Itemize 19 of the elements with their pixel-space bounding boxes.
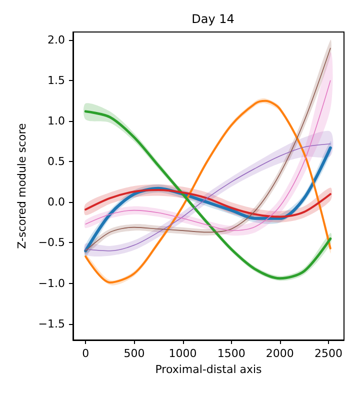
- x-tick-label: 2500: [314, 347, 342, 360]
- chart-title: Day 14: [192, 12, 234, 26]
- y-tick-label: 2.0: [48, 34, 65, 47]
- y-tick-label: 0.0: [48, 196, 65, 209]
- y-tick-label: 0.5: [48, 155, 65, 168]
- x-axis-title: Proximal-distal axis: [155, 362, 262, 376]
- y-tick-label: −1.0: [38, 276, 65, 290]
- y-tick-label: 1.0: [48, 114, 65, 128]
- x-tick-label: 2000: [266, 347, 294, 360]
- line-series: [85, 80, 331, 231]
- y-tick-label: −1.5: [38, 317, 65, 330]
- x-tick-label: 1000: [168, 347, 197, 360]
- y-tick-label: 1.5: [48, 74, 65, 88]
- x-tick-label: 0: [82, 347, 90, 360]
- x-tick-label: 1500: [217, 347, 246, 360]
- y-axis-title: Z-scored module score: [15, 122, 28, 249]
- line-series: [84, 189, 332, 218]
- y-tick-label: −0.5: [38, 236, 65, 250]
- x-tick-label: 500: [124, 347, 145, 360]
